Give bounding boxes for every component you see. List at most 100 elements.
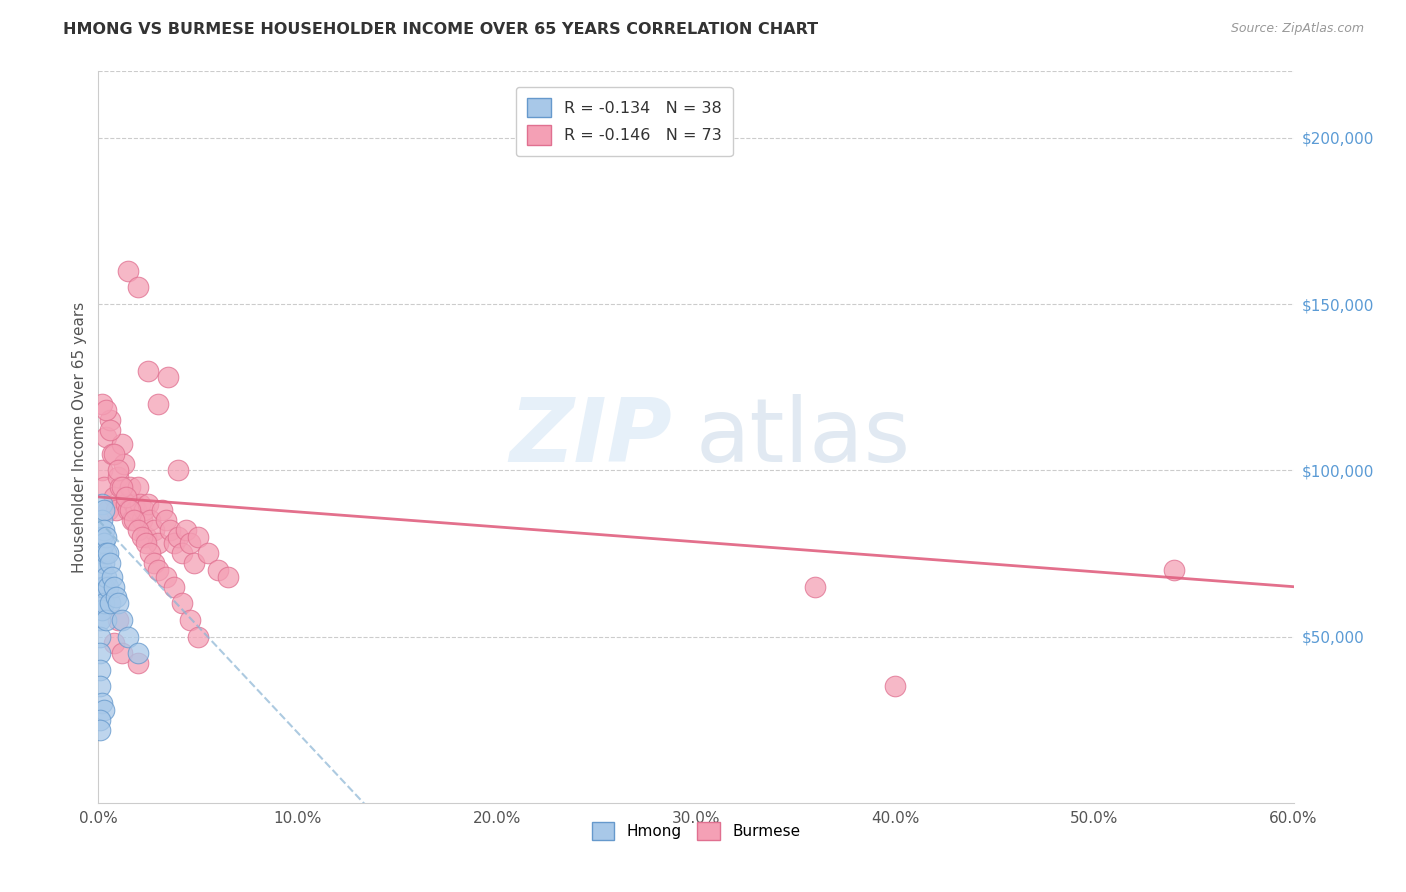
Point bbox=[129, 497, 152, 511]
Point bbox=[124, 513, 146, 527]
Point bbox=[135, 530, 157, 544]
Point bbox=[127, 523, 149, 537]
Point bbox=[124, 497, 146, 511]
Point bbox=[131, 530, 153, 544]
Point bbox=[183, 557, 205, 571]
Point bbox=[117, 503, 139, 517]
Point bbox=[127, 280, 149, 294]
Point bbox=[115, 490, 138, 504]
Point bbox=[111, 613, 134, 627]
Point bbox=[93, 596, 115, 610]
Point bbox=[111, 480, 134, 494]
Point bbox=[91, 696, 114, 710]
Point bbox=[97, 546, 120, 560]
Point bbox=[163, 536, 186, 550]
Point bbox=[96, 430, 118, 444]
Point bbox=[120, 503, 142, 517]
Point bbox=[143, 523, 166, 537]
Point bbox=[98, 596, 122, 610]
Point bbox=[884, 680, 907, 694]
Point bbox=[125, 503, 148, 517]
Point bbox=[217, 570, 239, 584]
Point bbox=[93, 503, 115, 517]
Point bbox=[96, 613, 118, 627]
Point bbox=[91, 513, 114, 527]
Point bbox=[111, 436, 134, 450]
Point bbox=[105, 503, 128, 517]
Point bbox=[115, 497, 138, 511]
Text: Source: ZipAtlas.com: Source: ZipAtlas.com bbox=[1230, 22, 1364, 36]
Point bbox=[89, 713, 111, 727]
Point bbox=[120, 480, 142, 494]
Point bbox=[107, 463, 129, 477]
Point bbox=[150, 503, 173, 517]
Point bbox=[91, 463, 114, 477]
Point bbox=[89, 613, 111, 627]
Point bbox=[103, 580, 125, 594]
Point bbox=[187, 530, 209, 544]
Point bbox=[143, 557, 166, 571]
Legend: Hmong, Burmese: Hmong, Burmese bbox=[585, 815, 807, 847]
Point bbox=[136, 363, 159, 377]
Point bbox=[167, 463, 190, 477]
Point bbox=[89, 646, 111, 660]
Point bbox=[107, 470, 129, 484]
Text: HMONG VS BURMESE HOUSEHOLDER INCOME OVER 65 YEARS CORRELATION CHART: HMONG VS BURMESE HOUSEHOLDER INCOME OVER… bbox=[63, 22, 818, 37]
Point bbox=[148, 397, 170, 411]
Point bbox=[179, 613, 201, 627]
Point bbox=[148, 536, 170, 550]
Point bbox=[89, 723, 111, 737]
Point bbox=[117, 264, 139, 278]
Point bbox=[1163, 563, 1185, 577]
Point bbox=[93, 536, 115, 550]
Point bbox=[804, 580, 827, 594]
Point bbox=[98, 557, 122, 571]
Point bbox=[105, 590, 128, 604]
Point bbox=[89, 630, 111, 644]
Point bbox=[91, 497, 114, 511]
Point bbox=[111, 646, 134, 660]
Point bbox=[127, 480, 149, 494]
Point bbox=[179, 536, 201, 550]
Point bbox=[148, 563, 170, 577]
Point bbox=[139, 513, 162, 527]
Point bbox=[93, 523, 115, 537]
Point bbox=[163, 580, 186, 594]
Point bbox=[101, 447, 124, 461]
Point bbox=[91, 603, 114, 617]
Point bbox=[103, 636, 125, 650]
Point bbox=[96, 530, 118, 544]
Point bbox=[159, 523, 181, 537]
Point bbox=[97, 503, 120, 517]
Point bbox=[93, 480, 115, 494]
Point bbox=[172, 546, 194, 560]
Point bbox=[96, 570, 118, 584]
Point bbox=[103, 447, 125, 461]
Point bbox=[93, 557, 115, 571]
Point bbox=[110, 480, 132, 494]
Point bbox=[96, 403, 118, 417]
Point bbox=[91, 530, 114, 544]
Point bbox=[112, 457, 135, 471]
Point bbox=[103, 490, 125, 504]
Point bbox=[98, 424, 122, 438]
Point bbox=[127, 646, 149, 660]
Y-axis label: Householder Income Over 65 years: Householder Income Over 65 years bbox=[72, 301, 87, 573]
Point bbox=[93, 580, 115, 594]
Point bbox=[197, 546, 219, 560]
Point bbox=[107, 596, 129, 610]
Point bbox=[155, 570, 177, 584]
Point bbox=[172, 596, 194, 610]
Point bbox=[91, 546, 114, 560]
Point bbox=[187, 630, 209, 644]
Point bbox=[167, 530, 190, 544]
Text: atlas: atlas bbox=[696, 393, 911, 481]
Point bbox=[207, 563, 229, 577]
Point bbox=[136, 497, 159, 511]
Point bbox=[139, 546, 162, 560]
Point bbox=[91, 580, 114, 594]
Point bbox=[96, 546, 118, 560]
Point bbox=[135, 536, 157, 550]
Point bbox=[91, 397, 114, 411]
Point bbox=[93, 703, 115, 717]
